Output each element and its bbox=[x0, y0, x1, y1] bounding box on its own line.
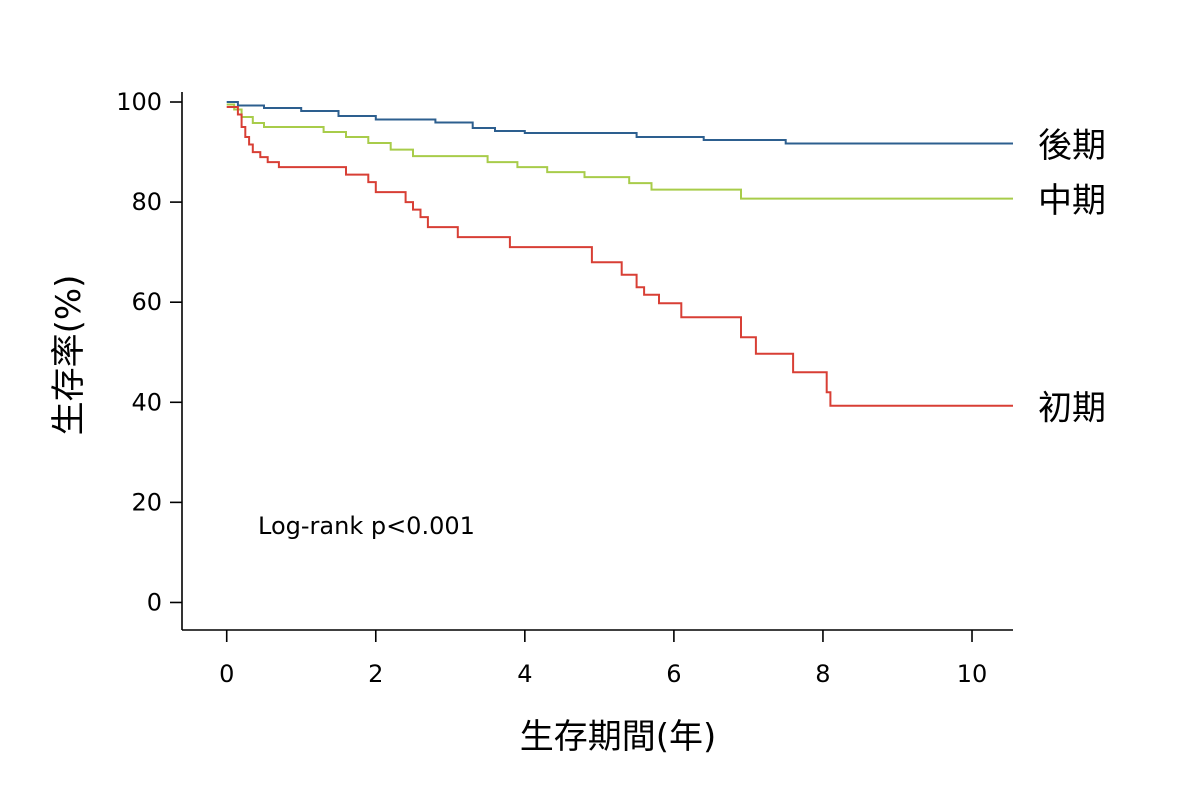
series-label-0: 後期 bbox=[1038, 126, 1106, 166]
y-tick-label: 80 bbox=[131, 188, 162, 216]
series-label-2: 初期 bbox=[1038, 388, 1106, 428]
log-rank-annotation: Log-rank p<0.001 bbox=[258, 512, 475, 540]
y-ticks: 0 20 40 60 80 100 bbox=[116, 88, 182, 616]
series-label-1: 中期 bbox=[1038, 181, 1106, 221]
x-axis-title: 生存期間(年) bbox=[520, 717, 717, 757]
x-ticks: 0 2 4 6 8 10 bbox=[219, 630, 987, 688]
series-line-0 bbox=[226, 101, 1013, 145]
x-tick-label: 2 bbox=[368, 660, 383, 688]
y-tick-label: 20 bbox=[131, 488, 162, 516]
y-tick-label: 40 bbox=[131, 388, 162, 416]
y-tick-label: 0 bbox=[147, 588, 162, 616]
y-axis-title: 生存率(%) bbox=[49, 275, 89, 436]
x-tick-label: 10 bbox=[957, 660, 988, 688]
x-tick-label: 8 bbox=[815, 660, 830, 688]
series-lines bbox=[226, 101, 1013, 407]
axes bbox=[181, 92, 1013, 631]
x-tick-label: 6 bbox=[666, 660, 681, 688]
series-line-2 bbox=[226, 106, 1013, 407]
y-tick-label: 100 bbox=[116, 88, 162, 116]
x-tick-label: 0 bbox=[219, 660, 234, 688]
y-tick-label: 60 bbox=[131, 288, 162, 316]
series-line-1 bbox=[226, 103, 1013, 200]
x-tick-label: 4 bbox=[517, 660, 532, 688]
